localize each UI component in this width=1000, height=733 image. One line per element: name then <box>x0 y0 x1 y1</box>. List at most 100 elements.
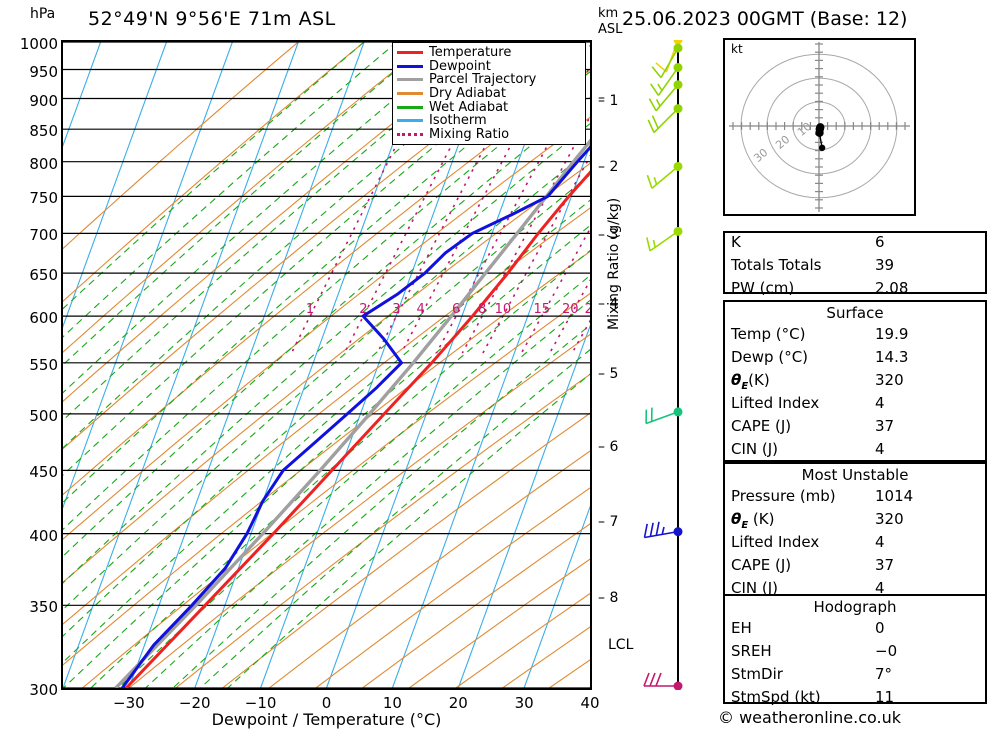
legend-swatch-icon <box>397 105 423 109</box>
stat-row: PW (cm) 2.08 <box>725 279 985 302</box>
altitude-tick-5: – 5 <box>598 366 619 383</box>
pressure-tick-650: 650 <box>29 266 58 285</box>
pressure-unit-label: hPa <box>30 6 56 22</box>
stat-value: 4 <box>875 394 885 412</box>
stat-label: Temp (°C) <box>731 325 806 343</box>
wind-barb-column <box>643 40 683 690</box>
stat-row: CIN (J) 4 <box>725 579 985 602</box>
isotherm-lines <box>63 42 590 688</box>
svg-text:8: 8 <box>478 302 486 317</box>
hodograph-unit-label: kt <box>731 42 743 56</box>
stat-row: CAPE (J) 37 <box>725 417 985 440</box>
pressure-tick-600: 600 <box>29 309 58 328</box>
mixing-ratio-axis-title: Mixing Ratio (g/kg) <box>606 197 622 330</box>
forecast-datetime-title: 25.06.2023 00GMT (Base: 12) <box>622 8 908 30</box>
temp-tick--30: −30 <box>113 694 145 712</box>
stat-row: Dewp (°C) 14.3 <box>725 348 985 371</box>
stat-value: −0 <box>875 642 898 660</box>
wind-barb <box>643 521 683 539</box>
stat-value: 11 <box>875 688 895 706</box>
legend-item-label: Wet Adiabat <box>429 99 509 115</box>
legend-item-parcel-trajectory: Parcel Trajectory <box>397 73 581 87</box>
stat-row: Temp (°C) 19.9 <box>725 325 985 348</box>
pressure-tick-300: 300 <box>29 681 58 699</box>
lcl-tick: – <box>598 89 605 106</box>
stat-label: PW (cm) <box>731 279 795 297</box>
altitude-tick-6: – 6 <box>598 439 619 456</box>
altitude-tick-7: – 7 <box>598 513 619 530</box>
mixing-ratio-value-labels: 1 2 3 4 6 8 10 15 20 25 <box>306 302 590 317</box>
stat-label: CIN (J) <box>731 579 779 597</box>
altitude-tick-1: – 1 <box>598 93 619 110</box>
stat-row: CIN (J) 4 <box>725 440 985 463</box>
legend-swatch-icon <box>397 92 423 96</box>
temp-tick-0: 0 <box>321 694 332 712</box>
pressure-tick-350: 350 <box>29 598 58 617</box>
pressure-tick-900: 900 <box>29 91 58 110</box>
stat-row: θE(K) 320 <box>725 371 985 394</box>
wind-barb <box>643 672 683 690</box>
wind-barb <box>651 43 683 79</box>
wind-barb <box>648 80 683 112</box>
stat-value: 6 <box>875 233 885 251</box>
stat-value: 37 <box>875 417 895 435</box>
stat-value: 4 <box>875 440 885 458</box>
svg-text:6: 6 <box>452 302 460 317</box>
hodograph-ring-label: 30 <box>751 146 770 165</box>
legend-swatch-icon <box>397 51 423 55</box>
stat-label: EH <box>731 619 752 637</box>
stat-value: 14.3 <box>875 348 909 366</box>
legend-item-temperature: Temperature <box>397 46 581 60</box>
temp-tick-10: 10 <box>382 694 402 712</box>
svg-text:2: 2 <box>359 302 367 317</box>
altitude-reference-label: ASL <box>598 22 623 37</box>
legend-item-label: Mixing Ratio <box>429 126 510 142</box>
wind-barb <box>646 226 683 252</box>
hodograph-ring-label: 10 <box>795 120 814 139</box>
surface-parcel-panel: Surface Temp (°C) 19.9 Dewp (°C) 14.3 θE(K) 32… <box>723 300 987 462</box>
station-location-title: 52°49'N 9°56'E 71m ASL <box>88 8 336 30</box>
legend-item-label: Dry Adiabat <box>429 86 506 102</box>
svg-text:4: 4 <box>417 302 425 317</box>
altitude-tick-2: – 2 <box>598 159 619 176</box>
stat-value: 19.9 <box>875 325 909 343</box>
lcl-label: LCL <box>608 637 634 653</box>
pressure-tick-450: 450 <box>29 463 58 482</box>
stat-row: StmSpd (kt) 11 <box>725 688 985 711</box>
pressure-tick-1000: 1000 <box>19 35 58 53</box>
stat-label: CIN (J) <box>731 440 779 458</box>
mixing-ratio-lines <box>290 42 590 354</box>
pressure-tick-400: 400 <box>29 526 58 545</box>
hodograph-ring-label: 20 <box>773 133 792 152</box>
stat-label: StmSpd (kt) <box>731 688 821 706</box>
wind-barb <box>647 104 683 134</box>
panel-title: Surface <box>826 304 884 322</box>
dewpoint-curve <box>121 145 590 688</box>
stat-value: 37 <box>875 556 895 574</box>
chart-legend: Temperature Dewpoint Parcel Trajectory Dry … <box>392 42 586 146</box>
altitude-tick-3: – 3 <box>598 226 619 243</box>
wind-barb <box>646 161 683 189</box>
stat-label: Dewp (°C) <box>731 348 809 366</box>
stat-value: 2.08 <box>875 279 909 297</box>
legend-item-wet-adiabat: Wet Adiabat <box>397 100 581 114</box>
legend-swatch-icon <box>397 119 423 123</box>
x-axis-title: Dewpoint / Temperature (°C) <box>211 710 442 729</box>
legend-swatch-icon <box>397 78 423 82</box>
most-unstable-parcel-panel: Most Unstable Pressure (mb) 1014 θE (K) 320 L… <box>723 462 987 598</box>
wind-barb <box>650 63 683 96</box>
temp-tick-40: 40 <box>580 694 600 712</box>
svg-text:20: 20 <box>562 302 579 317</box>
temp-tick--20: −20 <box>178 694 211 712</box>
legend-item-mixing-ratio: Mixing Ratio <box>397 128 581 142</box>
stat-label: CAPE (J) <box>731 556 792 574</box>
legend-item-label: Temperature <box>429 45 512 61</box>
svg-text:10: 10 <box>495 302 512 317</box>
svg-text:25: 25 <box>585 302 590 317</box>
stat-label: StmDir <box>731 665 783 683</box>
stat-row: CAPE (J) 37 <box>725 556 985 579</box>
pressure-tick-750: 750 <box>29 189 58 208</box>
altitude-unit-label: km <box>598 6 619 21</box>
copyright-footer: © weatheronline.co.uk <box>718 708 901 727</box>
